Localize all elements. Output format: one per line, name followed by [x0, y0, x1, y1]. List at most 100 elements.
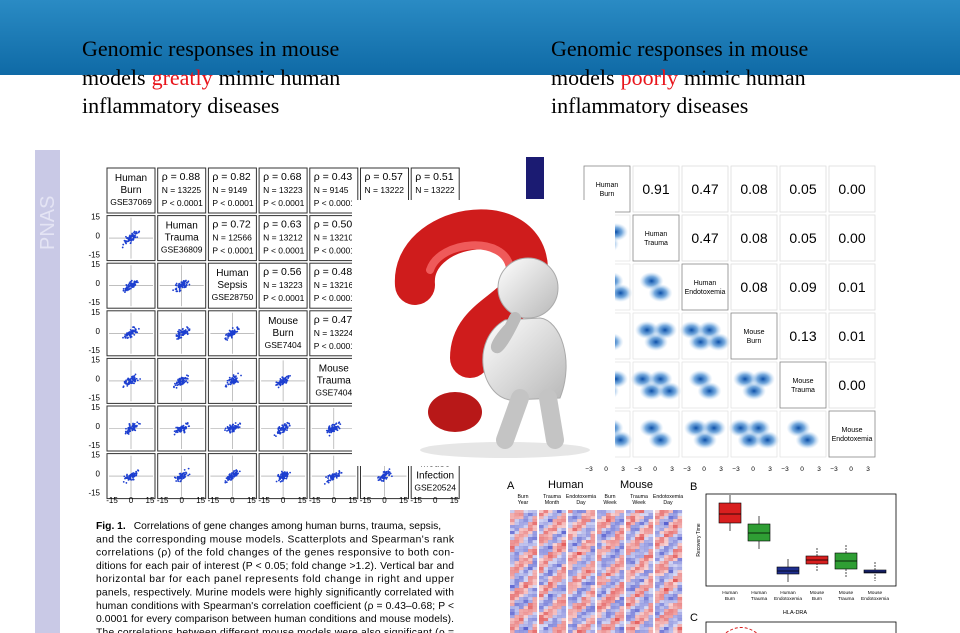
- heatmap-cell: [582, 615, 587, 618]
- cell-label: Sepsis: [217, 280, 247, 291]
- scatter-dot: [187, 475, 189, 477]
- cell-label: Burn: [600, 191, 615, 198]
- heatmap-cell: [660, 561, 665, 564]
- heatmap-cell: [562, 549, 567, 552]
- scatter-dot: [285, 382, 287, 384]
- heatmap-cell: [635, 591, 640, 594]
- heatmap-cell: [557, 513, 562, 516]
- cell-stat: P < 0.0001: [212, 246, 253, 256]
- heatmap-cell: [586, 612, 591, 615]
- heatmap-cell: [591, 579, 596, 582]
- cell-label: GSE7404: [265, 340, 302, 350]
- heatmap-cell: [533, 618, 538, 621]
- row-tick: 15: [91, 403, 100, 412]
- scatter-dot: [179, 430, 181, 432]
- scatter-dot: [285, 474, 287, 476]
- heatmap-cell: [568, 516, 573, 519]
- heatmap-cell: [519, 615, 524, 618]
- heatmap-cell: [519, 594, 524, 597]
- cell-stat: N = 13222: [365, 185, 405, 195]
- heatmap-cell: [669, 603, 674, 606]
- heatmap-cell: [557, 576, 562, 579]
- heatmap-cell: [586, 573, 591, 576]
- heatmap-cell: [519, 525, 524, 528]
- heatmap-cell: [548, 534, 553, 537]
- heatmap-cell: [597, 579, 602, 582]
- heatmap-cell: [524, 585, 529, 588]
- heatmap-cell: [533, 606, 538, 609]
- heatmap-cell: [533, 594, 538, 597]
- heatmap-cell: [591, 564, 596, 567]
- heatmap-cell: [557, 579, 562, 582]
- heatmap-cell: [562, 510, 567, 513]
- heatmap-cell: [533, 591, 538, 594]
- heatmap-cell: [539, 522, 544, 525]
- heatmap-cell: [664, 564, 669, 567]
- heatmap-cell: [620, 540, 625, 543]
- heatmap-cell: [553, 522, 558, 525]
- scatter-dot: [389, 473, 391, 475]
- cell-label: GSE37069: [110, 197, 152, 207]
- heatmap-cell: [678, 510, 683, 513]
- heatmap-cell: [562, 567, 567, 570]
- cell-stat: N = 13222: [415, 185, 455, 195]
- heatmap-cell: [615, 525, 620, 528]
- heatmap-cell: [582, 600, 587, 603]
- heatmap-cell: [635, 549, 640, 552]
- heatmap-cell: [528, 609, 533, 612]
- scatter-dot: [185, 285, 187, 287]
- heatmap-cell: [631, 534, 636, 537]
- heatmap-cell: [597, 519, 602, 522]
- cell-label: Trauma: [644, 240, 668, 247]
- heatmap-cell: [544, 528, 549, 531]
- heatmap-cell: [649, 549, 654, 552]
- heatmap-cell: [660, 567, 665, 570]
- heatmap-cell: [655, 600, 660, 603]
- scatter-dot: [128, 288, 130, 290]
- heatmap-cell: [664, 516, 669, 519]
- heatmap-cell: [510, 573, 515, 576]
- heatmap-cell: [539, 591, 544, 594]
- heatmap-cell: [591, 534, 596, 537]
- scatter-dot: [182, 328, 184, 330]
- scatter-dot: [172, 289, 174, 291]
- cell-value: 0.13: [789, 328, 816, 344]
- heatmap-cell: [649, 528, 654, 531]
- heatmap-cell: [557, 519, 562, 522]
- scatter-dot: [184, 476, 186, 478]
- scatter-dot: [134, 430, 136, 432]
- scatter-dot: [333, 477, 335, 479]
- heatmap-cell: [577, 576, 582, 579]
- heatmap-cell: [611, 531, 616, 534]
- heatmap-cell: [620, 528, 625, 531]
- heatmap-cell: [631, 582, 636, 585]
- heatmap-cell: [548, 570, 553, 573]
- heatmap-cell: [631, 621, 636, 624]
- heatmap-cell: [615, 600, 620, 603]
- cell-stat: P < 0.0001: [263, 246, 304, 256]
- scatter-dot: [127, 238, 129, 240]
- heatmap-cell: [562, 531, 567, 534]
- heatmap-cell: [510, 579, 515, 582]
- heatmap-cell: [577, 606, 582, 609]
- heatmap-cell: [586, 546, 591, 549]
- scatter-dot: [176, 334, 178, 336]
- scatter-dot: [125, 240, 127, 242]
- heatmap-cell: [562, 537, 567, 540]
- heatmap-cell: [644, 591, 649, 594]
- heatmap-cell: [524, 570, 529, 573]
- heatmap-cell: [528, 510, 533, 513]
- heatmap-cell: [568, 555, 573, 558]
- heatmap-cell: [544, 564, 549, 567]
- heatmap-cell: [602, 528, 607, 531]
- heatmap-cell: [597, 540, 602, 543]
- heatmap-cell: [528, 582, 533, 585]
- heading-line: Genomic responses in mouse: [82, 36, 339, 61]
- heatmap-cell: [644, 570, 649, 573]
- column-tick: 3: [817, 466, 821, 473]
- heatmap-cell: [544, 531, 549, 534]
- heatmap-cell: [644, 579, 649, 582]
- heatmap-cell: [586, 549, 591, 552]
- heatmap-cell: [611, 618, 616, 621]
- heatmap-cell: [519, 579, 524, 582]
